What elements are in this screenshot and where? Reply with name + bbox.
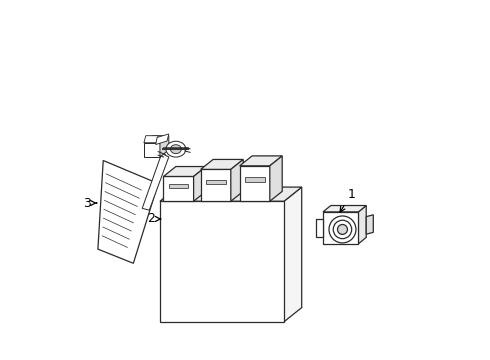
Polygon shape [164,176,194,201]
Polygon shape [284,187,302,322]
Polygon shape [270,156,282,201]
Text: 1: 1 [340,188,355,212]
Polygon shape [316,219,323,237]
Polygon shape [98,161,158,263]
Polygon shape [240,156,282,166]
Circle shape [338,225,347,234]
Polygon shape [201,169,231,201]
Ellipse shape [171,145,181,154]
Polygon shape [160,201,284,322]
Polygon shape [160,187,302,201]
Polygon shape [194,167,206,201]
Polygon shape [231,159,243,201]
Polygon shape [169,184,188,188]
Text: 3: 3 [83,197,97,210]
Polygon shape [245,177,265,182]
Text: 2: 2 [147,212,161,225]
Polygon shape [160,136,169,157]
Polygon shape [142,153,169,210]
Polygon shape [144,136,169,143]
Polygon shape [206,180,225,184]
Polygon shape [240,166,270,201]
Ellipse shape [166,141,186,157]
Polygon shape [201,159,243,169]
Polygon shape [323,206,366,212]
Polygon shape [164,167,206,176]
Polygon shape [144,143,160,157]
Polygon shape [156,134,169,145]
Polygon shape [323,212,358,244]
Polygon shape [366,215,373,234]
Polygon shape [358,206,366,244]
Polygon shape [144,136,158,143]
